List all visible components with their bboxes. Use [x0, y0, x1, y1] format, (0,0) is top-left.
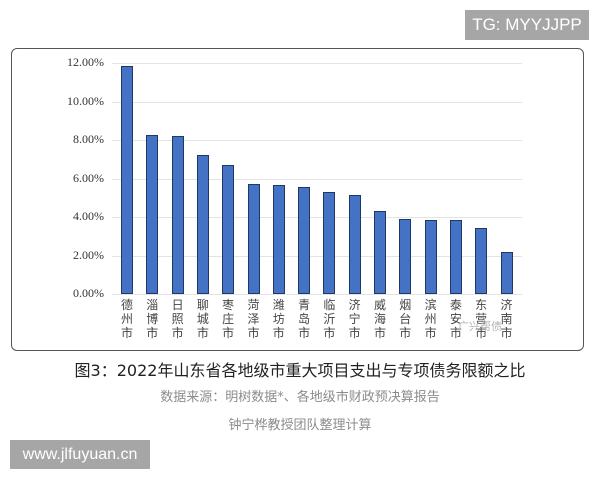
bar: [374, 211, 386, 294]
gridline: [112, 101, 522, 103]
x-tick-label: 滨州市: [424, 298, 437, 340]
bar: [424, 219, 437, 294]
y-tick-label: 8.00%: [73, 132, 104, 146]
tg-badge: TG: MYYJJPP: [465, 10, 589, 40]
y-tick-label: 12.00%: [67, 55, 104, 69]
x-tick-label: 聊城市: [196, 298, 209, 340]
x-tick-label: 青岛市: [298, 298, 311, 340]
chart-frame: [11, 48, 584, 351]
x-tick-label: 菏泽市: [247, 298, 260, 340]
x-tick-label: 威海市: [373, 298, 386, 340]
y-tick-label: 10.00%: [67, 93, 104, 108]
url-badge: www.jlfuyuan.cn: [10, 440, 150, 469]
bar-chart: 0.00% 2.00% 4.00% 6.00% 8.00% 10.00% 12.00% 德州市…: [67, 55, 522, 340]
bar: [171, 136, 184, 294]
x-tick-label: 东营市: [475, 298, 488, 340]
bar: [475, 227, 488, 294]
x-tick-label: 枣庄市: [222, 298, 235, 340]
x-tick-label: 临沂市: [323, 298, 336, 340]
x-tick-label: 济南市: [500, 298, 513, 340]
bar: [449, 219, 462, 294]
x-tick-label: 烟台市: [399, 298, 412, 340]
gridline: [112, 178, 522, 180]
y-tick-label: 6.00%: [73, 170, 104, 185]
watermark: 广兴帮债: [458, 320, 502, 333]
x-tick-label: 日照市: [171, 298, 184, 340]
bar: [399, 218, 412, 294]
gridline: [112, 255, 522, 257]
bar: [272, 185, 285, 294]
bar: [121, 65, 133, 294]
x-tick-label: 泰安市: [449, 298, 462, 340]
x-tick-label: 济宁市: [348, 298, 361, 340]
team-credit: 钟宁桦教授团队整理计算: [228, 418, 372, 433]
bar: [323, 191, 336, 294]
gridline: [112, 63, 522, 64]
figure-title: 图3：2022年山东省各地级市重大项目支出与专项债务限额之比: [74, 361, 526, 380]
gridline: [112, 294, 522, 295]
bar: [222, 165, 235, 294]
bar: [196, 155, 209, 294]
bar: [298, 187, 311, 294]
gridline: [112, 217, 522, 218]
y-tick-label: 0.00%: [73, 286, 104, 300]
x-tick-label: 潍坊市: [272, 298, 285, 340]
y-tick-label: 4.00%: [73, 209, 104, 223]
bar: [247, 184, 260, 294]
x-tick-label: 淄博市: [146, 298, 159, 340]
gridline: [112, 140, 522, 141]
bar: [348, 194, 361, 294]
x-tick-label: 德州市: [120, 298, 133, 340]
data-source: 数据来源：明树数据*、各地级市财政预决算报告: [160, 390, 440, 405]
bar: [500, 251, 513, 294]
y-tick-label: 2.00%: [73, 247, 104, 262]
bar: [146, 135, 159, 294]
